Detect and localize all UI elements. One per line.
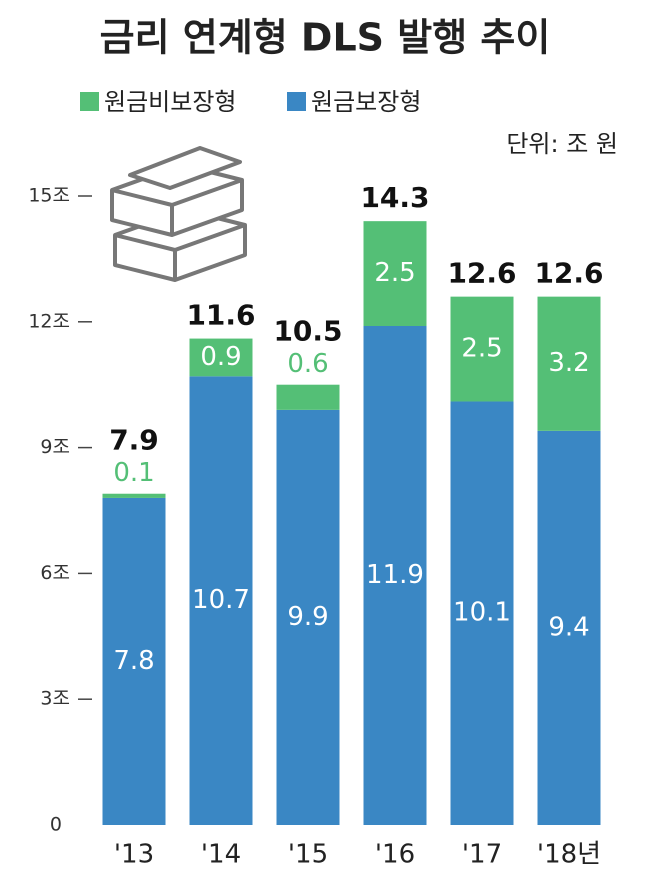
value-label: 0.6 xyxy=(287,349,328,379)
value-label: 10.7 xyxy=(192,585,250,615)
legend-swatch xyxy=(80,92,99,111)
bar-segment xyxy=(189,338,253,377)
y-tick-label: 3조 xyxy=(40,688,70,710)
bar-segment xyxy=(102,497,166,825)
legend-swatch xyxy=(287,92,306,111)
x-tick-label: '13 xyxy=(114,840,154,870)
y-tick-label: 15조 xyxy=(28,185,70,207)
total-label: 11.6 xyxy=(186,299,255,332)
value-label: 7.8 xyxy=(113,646,154,676)
total-label: 14.3 xyxy=(360,181,429,214)
bar-segment xyxy=(450,296,514,402)
value-label: 3.2 xyxy=(548,348,589,378)
bar-segment xyxy=(363,325,427,825)
legend-label: 원금비보장형 xyxy=(104,88,236,116)
total-label: 12.6 xyxy=(447,257,516,290)
value-label: 11.9 xyxy=(366,560,424,590)
bar-segment xyxy=(363,221,427,326)
x-tick-label: '15 xyxy=(288,840,328,870)
bar-segment xyxy=(276,384,340,410)
money-icon xyxy=(110,146,247,282)
bar-segment xyxy=(102,493,166,498)
value-label: 9.4 xyxy=(548,612,589,642)
y-tick-label: 0 xyxy=(50,814,62,836)
y-tick-label: 6조 xyxy=(40,562,70,584)
y-tick-label: 12조 xyxy=(28,310,70,332)
value-label: 9.9 xyxy=(287,602,328,632)
y-tick-label: 9조 xyxy=(40,436,70,458)
x-tick-label: '18년 xyxy=(537,840,601,870)
value-label: 0.9 xyxy=(200,342,241,372)
bar-segment xyxy=(189,376,253,825)
value-label: 0.1 xyxy=(113,458,154,488)
total-label: 7.9 xyxy=(109,424,159,457)
total-label: 12.6 xyxy=(534,257,603,290)
value-label: 2.5 xyxy=(374,258,415,288)
value-label: 10.1 xyxy=(453,598,511,628)
x-tick-label: '17 xyxy=(462,840,502,870)
bar-segment xyxy=(537,296,601,431)
x-tick-label: '14 xyxy=(201,840,241,870)
chart-title: 금리 연계형 DLS 발행 추이 xyxy=(100,16,551,60)
bar-segment xyxy=(276,409,340,825)
total-label: 10.5 xyxy=(273,315,342,348)
value-label: 2.5 xyxy=(461,334,502,364)
legend-label: 원금보장형 xyxy=(311,88,421,116)
bar-segment xyxy=(450,401,514,825)
unit-label: 단위: 조 원 xyxy=(506,130,618,158)
bar-segment xyxy=(537,430,601,825)
x-tick-label: '16 xyxy=(375,840,415,870)
